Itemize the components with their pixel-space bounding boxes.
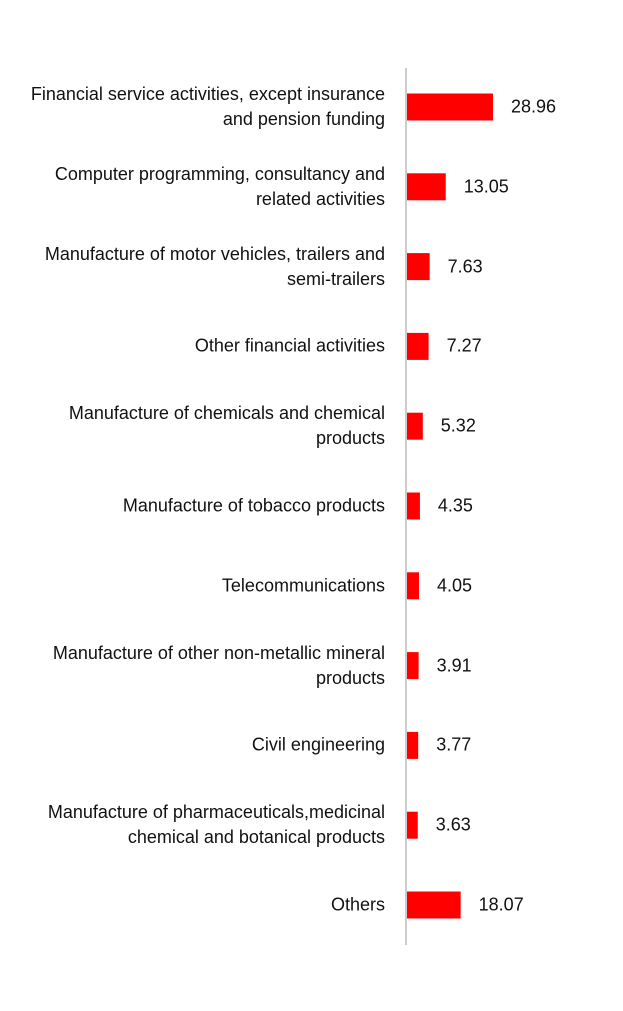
category-label: Manufacture of motor vehicles, trailers … <box>44 243 385 289</box>
bar <box>407 891 461 919</box>
value-label: 13.05 <box>463 176 509 197</box>
value-label: 28.96 <box>511 96 557 117</box>
bar <box>407 811 418 839</box>
category-label: Others <box>330 894 385 915</box>
category-label: Other financial activities <box>194 335 385 356</box>
value-label: 18.07 <box>478 894 524 915</box>
bar <box>407 93 494 121</box>
category-label: Telecommunications <box>221 575 385 596</box>
value-label: 4.35 <box>437 495 473 516</box>
bar <box>407 572 420 600</box>
value-label: 5.32 <box>440 415 476 436</box>
category-label: Manufacture of other non-metallic minera… <box>52 642 385 688</box>
bar <box>407 652 419 680</box>
bar <box>407 731 419 759</box>
value-label: 7.27 <box>446 335 482 356</box>
category-label: Civil engineering <box>251 734 385 755</box>
value-label: 3.77 <box>436 734 472 755</box>
bar <box>407 492 420 520</box>
bar <box>407 332 429 360</box>
value-label: 4.05 <box>437 575 473 596</box>
bar <box>407 412 423 440</box>
bar <box>407 173 446 201</box>
value-label: 3.91 <box>436 655 472 676</box>
category-label: Manufacture of chemicals and chemical pr… <box>68 403 385 449</box>
category-label: Financial service activities, except ins… <box>30 84 385 129</box>
value-label: 7.63 <box>447 256 483 277</box>
category-label: Manufacture of tobacco products <box>122 495 385 516</box>
value-label: 3.63 <box>435 814 471 835</box>
category-label: Computer programming, consultancy and re… <box>54 163 385 209</box>
bar <box>407 253 430 281</box>
category-label: Manufacture of pharmaceuticals,medicinal… <box>47 802 385 848</box>
